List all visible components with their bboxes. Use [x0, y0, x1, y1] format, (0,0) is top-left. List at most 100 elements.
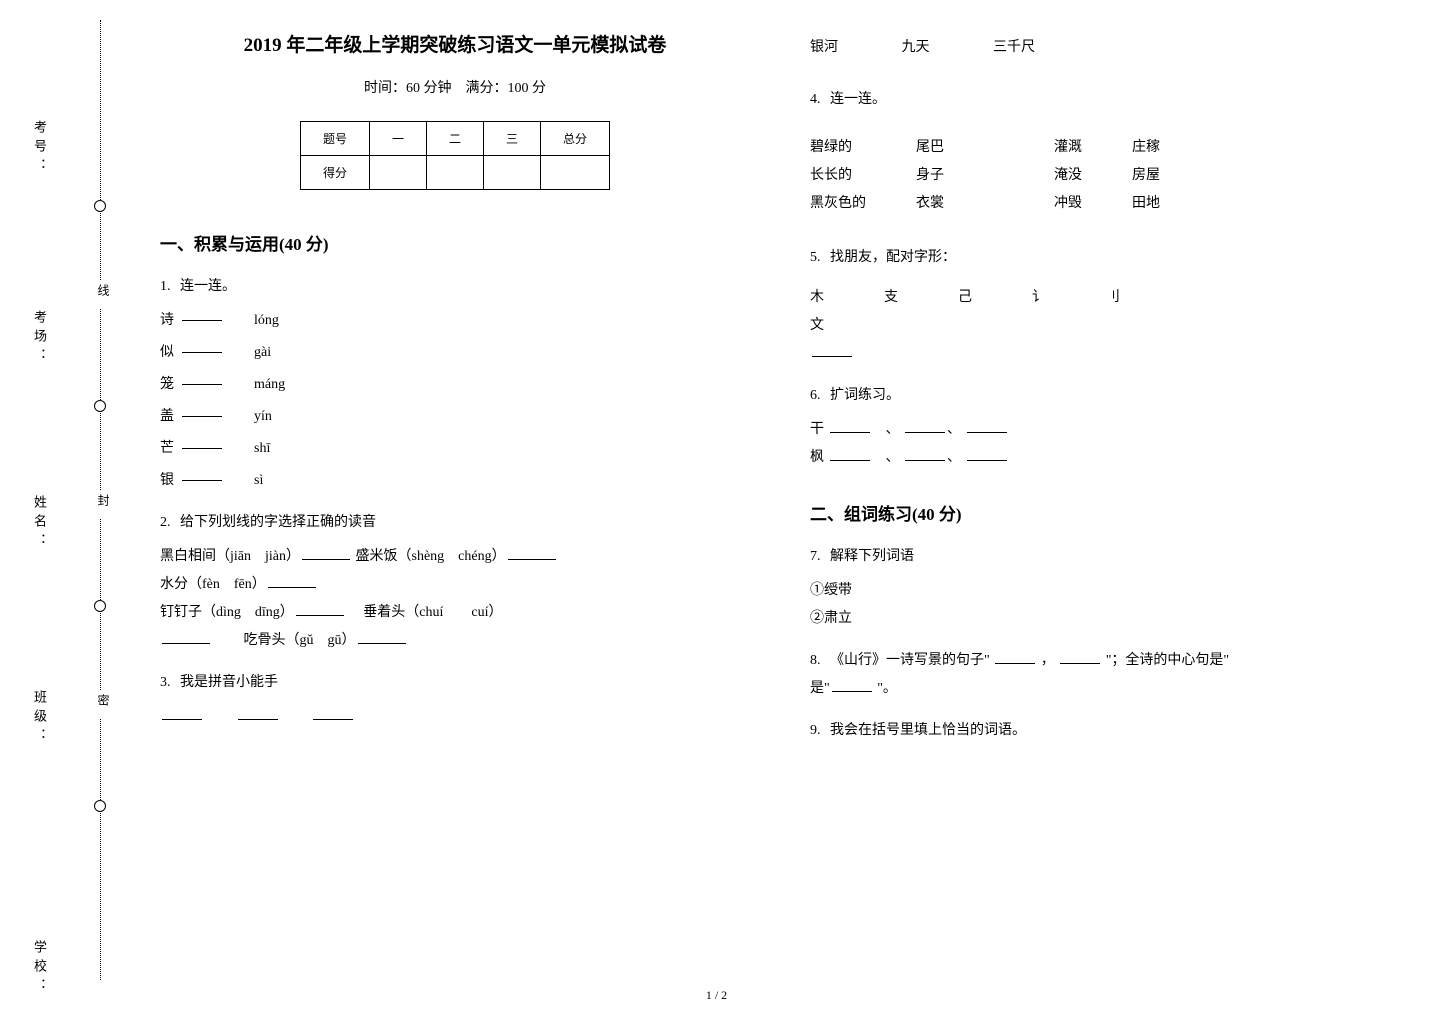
q9-title: 我会在括号里填上恰当的词语。	[830, 723, 1026, 738]
seal-text-line: 线	[95, 280, 112, 308]
score-row-label: 得分	[300, 156, 369, 190]
q1-left: 芒	[160, 435, 180, 463]
q8-text-b: ，	[1041, 653, 1055, 668]
q1-num: 1.	[160, 279, 171, 294]
q4-cell: 淹没	[1054, 162, 1082, 190]
score-th: 二	[426, 122, 483, 156]
q2-item: 钉钉子（dìng dīng）	[160, 605, 294, 620]
binding-circle	[94, 800, 106, 812]
blank	[358, 630, 406, 644]
q4-colD: 庄稼 房屋 田地	[1132, 134, 1160, 218]
blank	[967, 419, 1007, 433]
q9-num: 9.	[810, 723, 821, 738]
q4-cell: 冲毁	[1054, 190, 1082, 218]
q1-right: máng	[254, 371, 285, 399]
seal-text-mi: 密	[95, 690, 112, 718]
seal-text-feng: 封	[95, 490, 112, 518]
q3-word: 九天	[902, 36, 930, 56]
blank	[830, 447, 870, 461]
score-cell	[541, 156, 610, 190]
q4-cell: 长长的	[810, 162, 866, 190]
binding-circle	[94, 400, 106, 412]
q4-title: 连一连。	[830, 92, 886, 107]
q4-colA: 碧绿的 长长的 黑灰色的	[810, 134, 866, 218]
q5-char: 木	[810, 284, 824, 312]
q3-words: 银河 九天 三千尺	[810, 36, 1400, 56]
score-cell	[369, 156, 426, 190]
q5-char: 讠	[1032, 284, 1046, 312]
score-th: 题号	[300, 122, 369, 156]
blank	[182, 467, 222, 481]
q7-item: ②肃立	[810, 605, 1400, 633]
section-1-heading: 一、积累与运用(40 分)	[160, 230, 750, 255]
blank	[182, 307, 222, 321]
q6-char: 枫	[810, 450, 824, 465]
score-th: 一	[369, 122, 426, 156]
question-4: 4. 连一连。 碧绿的 长长的 黑灰色的 尾巴 身子 衣裳 灌溉 淹没 冲毁	[810, 86, 1400, 218]
q2-item: 黑白相间（jiān jiàn）	[160, 549, 300, 564]
section-2-heading: 二、组词练习(40 分)	[810, 500, 1400, 525]
q5-title: 找朋友，配对字形：	[830, 250, 956, 265]
blank	[162, 630, 210, 644]
question-3: 3. 我是拼音小能手	[160, 669, 750, 731]
q1-left: 似	[160, 339, 180, 367]
q6-title: 扩词练习。	[830, 388, 900, 403]
q2-item: 垂着头（chuí cuí）	[363, 605, 502, 620]
question-7: 7. 解释下列词语 ①绶带 ②肃立	[810, 543, 1400, 633]
q3-word: 三千尺	[993, 36, 1035, 56]
q3-title: 我是拼音小能手	[180, 675, 278, 690]
q1-left: 盖	[160, 403, 180, 431]
blank	[832, 678, 872, 692]
q8-num: 8.	[810, 653, 821, 668]
q1-left: 笼	[160, 371, 180, 399]
q1-left: 诗	[160, 307, 180, 335]
q4-cell: 黑灰色的	[810, 190, 866, 218]
binding-label-class: 班级：	[30, 690, 49, 747]
question-1: 1. 连一连。 诗lóng 似gài 笼máng 盖yín 芒shī 银sì	[160, 273, 750, 495]
column-left: 2019 年二年级上学期突破练习语文一单元模拟试卷 时间：60 分钟 满分：10…	[160, 30, 750, 970]
q8-text-c: "；全诗的中心句是"	[1106, 653, 1229, 668]
exam-subtitle: 时间：60 分钟 满分：100 分	[160, 77, 750, 97]
question-6: 6. 扩词练习。 干 、 、 枫 、 、	[810, 382, 1400, 472]
page-number: 1 / 2	[706, 988, 727, 1003]
exam-title: 2019 年二年级上学期突破练习语文一单元模拟试卷	[160, 30, 750, 57]
q3-num: 3.	[160, 675, 171, 690]
q1-right: yín	[254, 403, 272, 431]
q4-colC: 灌溉 淹没 冲毁	[1054, 134, 1082, 218]
blank	[268, 574, 316, 588]
question-5: 5. 找朋友，配对字形： 木 支 己 讠 刂 文	[810, 244, 1400, 368]
binding-margin: 考号： 考场： 姓名： 班级： 学校： 线 封 密	[0, 0, 140, 1011]
blank	[812, 343, 852, 357]
binding-circle	[94, 200, 106, 212]
blank	[182, 339, 222, 353]
binding-label-school: 学校：	[30, 940, 49, 997]
question-9: 9. 我会在括号里填上恰当的词语。	[810, 717, 1400, 745]
blank	[905, 419, 945, 433]
score-th: 总分	[541, 122, 610, 156]
blank	[1060, 650, 1100, 664]
column-right: 银河 九天 三千尺 4. 连一连。 碧绿的 长长的 黑灰色的 尾巴 身子 衣裳	[810, 30, 1400, 970]
q4-cell: 庄稼	[1132, 134, 1160, 162]
q1-right: shī	[254, 435, 270, 463]
binding-label-exam-number: 考号：	[30, 120, 49, 177]
q2-item: 水分（fèn fēn）	[160, 577, 266, 592]
blank	[995, 650, 1035, 664]
blank	[238, 706, 278, 720]
score-cell	[484, 156, 541, 190]
q1-left: 银	[160, 467, 180, 495]
q5-char: 己	[958, 284, 972, 312]
score-th: 三	[484, 122, 541, 156]
q5-char: 支	[884, 284, 898, 312]
q1-right: lóng	[254, 307, 279, 335]
binding-label-room: 考场：	[30, 310, 49, 367]
q3-word: 银河	[810, 36, 838, 56]
blank	[905, 447, 945, 461]
question-2: 2. 给下列划线的字选择正确的读音 黑白相间（jiān jiàn） 盛米饭（sh…	[160, 509, 750, 655]
q6-num: 6.	[810, 388, 821, 403]
binding-circle	[94, 600, 106, 612]
q7-item: ①绶带	[810, 577, 1400, 605]
blank	[508, 546, 556, 560]
q2-title: 给下列划线的字选择正确的读音	[180, 515, 376, 530]
q4-cell: 碧绿的	[810, 134, 866, 162]
blank	[313, 706, 353, 720]
